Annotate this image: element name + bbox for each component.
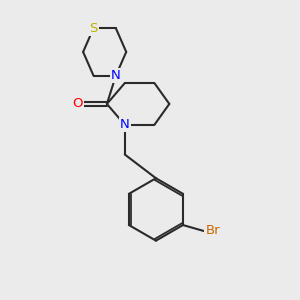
Text: Br: Br <box>206 224 220 238</box>
Text: N: N <box>111 69 121 82</box>
Text: S: S <box>89 22 98 34</box>
Text: O: O <box>73 98 83 110</box>
Text: N: N <box>120 118 130 131</box>
